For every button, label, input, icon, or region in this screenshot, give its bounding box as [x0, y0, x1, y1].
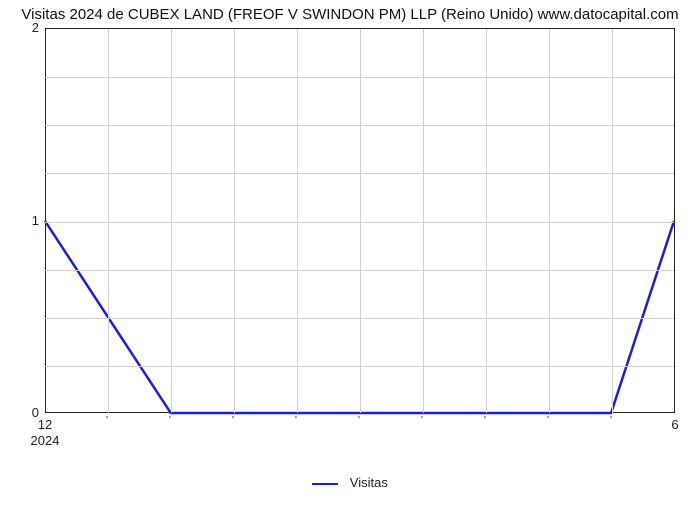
x-minor-tick: ' — [484, 415, 486, 514]
y-tick: 1 — [11, 213, 39, 228]
x-minor-tick: ' — [232, 415, 234, 514]
chart-container: Visitas 2024 de CUBEX LAND (FREOF V SWIN… — [0, 0, 700, 500]
legend-swatch — [312, 483, 338, 485]
x-minor-tick: ' — [547, 415, 549, 514]
x-minor-tick: ' — [295, 415, 297, 514]
x-minor-tick: ' — [358, 415, 360, 514]
x-tick: 12 — [25, 417, 65, 432]
x-minor-tick: ' — [106, 415, 108, 514]
legend: Visitas — [0, 475, 700, 490]
legend-label: Visitas — [350, 475, 388, 490]
x-minor-tick: ' — [169, 415, 171, 514]
x-minor-tick: ' — [421, 415, 423, 514]
x-tick: 6 — [655, 417, 695, 432]
x-tick-sub: 2024 — [25, 433, 65, 448]
y-tick: 2 — [11, 20, 39, 35]
plot-area — [45, 28, 675, 413]
chart-title: Visitas 2024 de CUBEX LAND (FREOF V SWIN… — [0, 6, 700, 23]
x-minor-tick: ' — [610, 415, 612, 514]
